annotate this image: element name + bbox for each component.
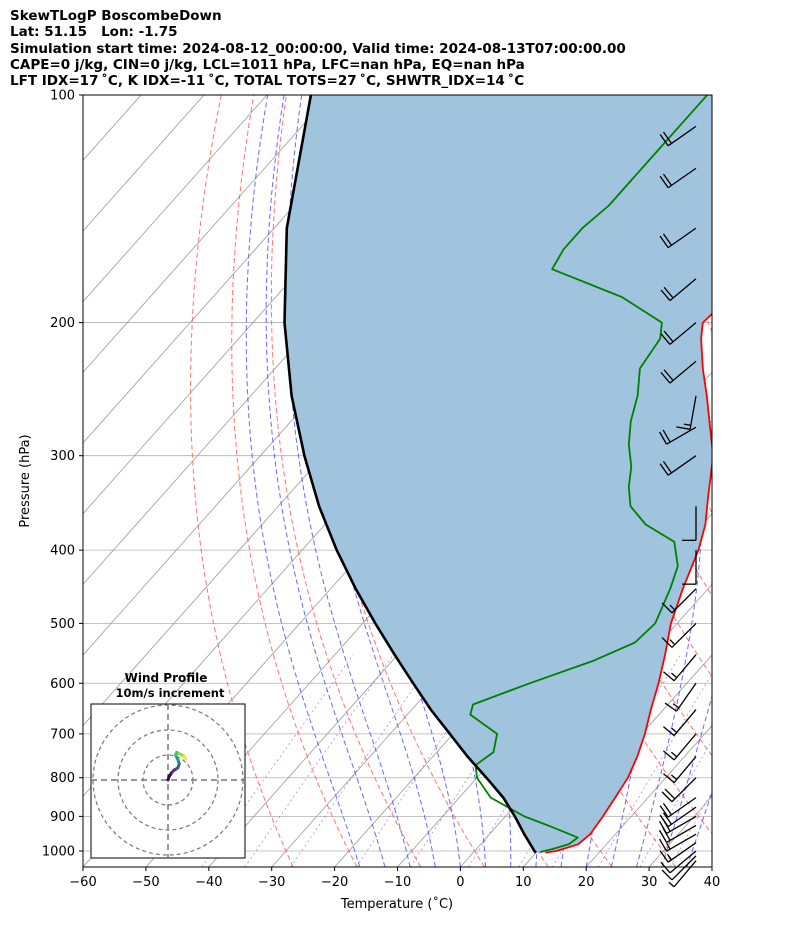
dry-adiabat <box>775 95 794 867</box>
wind-barb <box>660 360 697 384</box>
isotherm <box>83 95 268 303</box>
wind-barb <box>664 682 697 712</box>
wind-barb <box>660 278 697 302</box>
dry-adiabat <box>742 95 794 867</box>
station-coordinates: Lat: 51.15 Lon: -1.75 <box>10 24 178 41</box>
wind-barb <box>663 756 697 784</box>
isotherm <box>711 866 712 867</box>
temperature-profile <box>545 312 712 854</box>
wind-barb <box>661 777 697 803</box>
wind-barb <box>682 550 697 585</box>
x-axis-label: Temperature (˚C) <box>340 896 453 912</box>
wind-barb <box>661 855 697 881</box>
mixing-ratio-line <box>410 654 550 867</box>
moist-adiabat <box>686 790 712 867</box>
mixing-ratio-line <box>669 790 712 867</box>
moist-adiabat <box>265 95 386 867</box>
y-tick-label: 400 <box>50 544 75 559</box>
x-tick-label: −10 <box>384 875 411 890</box>
cape-cin-summary: CAPE=0 j/kg, CIN=0 j/kg, LCL=1011 hPa, L… <box>10 56 525 73</box>
y-tick-label: 1000 <box>42 844 75 859</box>
wind-barbs <box>658 125 697 888</box>
wind-barb <box>682 506 697 541</box>
dry-adiabat <box>709 95 712 108</box>
x-tick-label: 30 <box>641 875 658 890</box>
moist-adiabat <box>245 95 361 867</box>
isotherm <box>83 95 331 373</box>
mixing-ratio-line <box>244 654 394 867</box>
x-tick-label: −20 <box>321 875 348 890</box>
stability-indices: LFT IDX=17 ˚C, K IDX=-11 ˚C, TOTAL TOTS=… <box>10 73 525 90</box>
hodograph-plot <box>91 704 245 858</box>
wind-barb <box>663 733 697 761</box>
moist-adiabat <box>661 694 712 867</box>
axes: −60 −50 −40 −30 −20 −10 0 10 20 30 40 1000 900 800 700… <box>42 89 720 891</box>
y-axis-label: Pressure (hPa) <box>18 434 33 527</box>
x-tick-label: 20 <box>578 875 595 890</box>
wind-barb <box>659 455 697 476</box>
wind-barb <box>658 426 697 445</box>
wind-barb <box>659 227 697 249</box>
hodograph-segment <box>182 754 187 761</box>
mixing-ratio-line <box>598 672 712 867</box>
mixing-ratio-line <box>639 739 712 867</box>
wind-barb <box>663 654 697 682</box>
station-title: SkewTLogP BoscombeDown <box>10 8 222 24</box>
inset-title: Wind Profile <box>125 671 208 685</box>
isotherm <box>775 95 794 867</box>
wind-barb <box>660 322 697 345</box>
isotherm <box>83 95 205 232</box>
y-tick-label: 600 <box>50 677 75 692</box>
wind-barb <box>663 709 697 737</box>
wind-barb <box>658 824 697 843</box>
y-tick-label: 200 <box>50 316 75 331</box>
isotherm <box>585 725 712 867</box>
y-tick-label: 900 <box>50 810 75 825</box>
x-tick-label: −30 <box>258 875 285 890</box>
wind-barb <box>661 588 697 614</box>
parcel-profile <box>283 95 537 854</box>
wind-barb <box>659 167 697 189</box>
simulation-times: Simulation start time: 2024-08-12_00:00:… <box>10 40 626 57</box>
x-tick-label: 0 <box>456 875 464 890</box>
wind-barb <box>659 842 697 863</box>
chart-header: SkewTLogP BoscombeDown Lat: 51.15 Lon: -… <box>10 8 626 89</box>
wind-barb <box>668 860 697 888</box>
y-tick-label: 700 <box>50 727 75 742</box>
x-tick-label: −50 <box>132 875 159 890</box>
profile-lines <box>283 95 712 854</box>
wind-barb <box>661 622 697 648</box>
wind-barb <box>659 806 697 828</box>
x-tick-label: 10 <box>515 875 532 890</box>
wind-barb <box>658 833 697 852</box>
y-tick-label: 800 <box>50 771 75 786</box>
y-tick-label: 500 <box>50 617 75 632</box>
x-tick-label: 40 <box>704 875 721 890</box>
dewpoint-profile <box>469 95 708 853</box>
x-tick-label: −60 <box>69 875 96 890</box>
cape-cin-fill <box>284 95 712 853</box>
wind-barb <box>659 797 697 818</box>
y-tick-label: 100 <box>50 89 75 104</box>
isotherm <box>83 95 393 444</box>
wind-barb <box>659 125 697 147</box>
inset-subtitle: 10m/s increment <box>116 686 225 700</box>
y-tick-label: 300 <box>50 449 75 464</box>
dry-adiabat <box>231 95 358 867</box>
mixing-ratio-line <box>290 654 437 867</box>
cin-shading <box>284 95 712 853</box>
dry-adiabat <box>190 95 294 867</box>
x-tick-label: −40 <box>195 875 222 890</box>
wind-barb <box>676 395 697 430</box>
dry-adiabat <box>270 95 422 867</box>
